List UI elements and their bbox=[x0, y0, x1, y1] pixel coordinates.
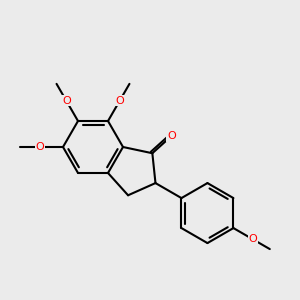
Text: O: O bbox=[62, 96, 71, 106]
Text: O: O bbox=[167, 131, 176, 141]
Text: O: O bbox=[115, 96, 124, 106]
Text: O: O bbox=[248, 234, 257, 244]
Text: O: O bbox=[35, 142, 44, 152]
